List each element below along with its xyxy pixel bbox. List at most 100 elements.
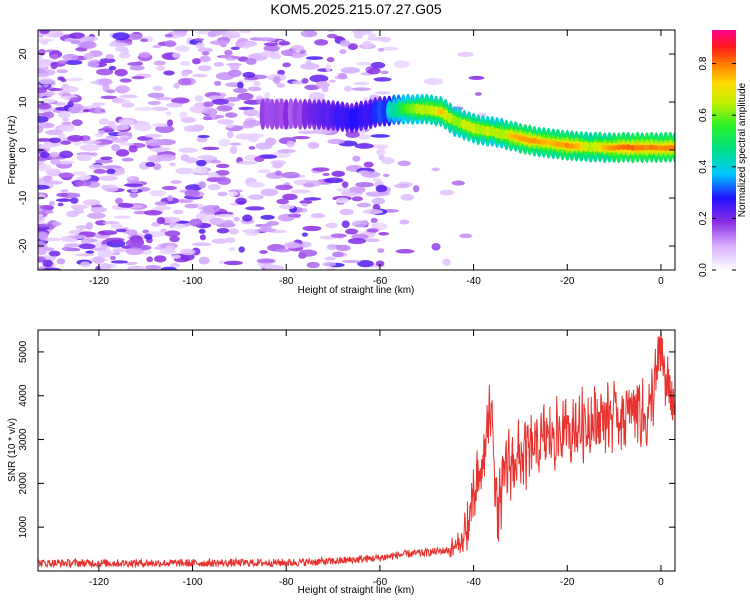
noise-cell	[380, 157, 395, 165]
ridge-cell	[657, 145, 665, 151]
noise-cell	[105, 237, 125, 243]
noise-cell	[301, 232, 308, 237]
ridge-cell	[348, 107, 356, 131]
ridge-cell	[639, 144, 646, 151]
noise-cell	[55, 106, 71, 111]
colorbar-label: Normalized spectral amplitude	[737, 82, 748, 217]
noise-cell	[211, 238, 228, 244]
noise-cell	[307, 141, 320, 150]
noise-cell	[259, 250, 268, 254]
noise-cell	[38, 102, 52, 110]
ridge-cell	[643, 144, 651, 151]
noise-cell	[306, 261, 320, 269]
noise-cell	[207, 184, 221, 191]
noise-cell	[248, 194, 265, 200]
colorbar-tick-label: 0.2	[698, 211, 709, 225]
noise-cell	[144, 133, 162, 138]
noise-cell	[58, 133, 65, 140]
noise-cell	[45, 122, 53, 127]
snr-y-tick-label: 4000	[18, 384, 29, 407]
noise-cell	[81, 140, 102, 145]
noise-cell	[237, 92, 254, 101]
noise-cell	[339, 208, 354, 216]
noise-cell	[70, 40, 81, 45]
noise-cell	[92, 256, 105, 265]
noise-cell	[70, 197, 79, 204]
noise-cell	[50, 151, 60, 158]
noise-cell	[42, 259, 54, 268]
noise-cell	[336, 188, 350, 192]
ridge-cell	[498, 128, 505, 140]
ridge-cell	[653, 144, 660, 151]
noise-cell	[257, 37, 276, 42]
ridge-cell	[559, 141, 566, 148]
noise-cell	[423, 77, 444, 86]
noise-cell	[38, 125, 44, 134]
noise-cell	[352, 30, 372, 36]
noise-cell	[85, 221, 93, 230]
noise-cell	[38, 161, 44, 166]
ridge-cell	[278, 98, 285, 130]
noise-cell	[62, 85, 79, 93]
noise-cell	[227, 130, 234, 139]
noise-cell	[151, 106, 169, 111]
noise-cell	[95, 220, 107, 226]
noise-cell	[351, 87, 372, 91]
noise-cell	[94, 106, 102, 114]
noise-cell	[356, 202, 371, 208]
noise-cell	[169, 162, 176, 167]
noise-cell	[276, 82, 286, 88]
noise-cell	[290, 44, 305, 52]
noise-cell	[54, 102, 67, 106]
ridge-cell	[273, 99, 281, 130]
noise-cell	[55, 198, 72, 202]
noise-cell	[119, 142, 134, 146]
noise-cell	[78, 243, 96, 250]
noise-cell	[86, 212, 106, 219]
ridge-cell	[634, 144, 641, 151]
noise-cell	[80, 36, 99, 41]
noise-cell	[39, 77, 54, 85]
noise-cell	[160, 266, 177, 270]
snr-y-label: SNR (10 * v/v)	[7, 418, 18, 482]
spectrogram-y-tick-label: -20	[18, 238, 29, 253]
noise-cell	[239, 30, 252, 34]
ridge-cell	[432, 105, 440, 117]
noise-cell	[58, 125, 75, 132]
noise-cell	[88, 164, 105, 170]
noise-cell	[264, 91, 271, 100]
noise-cell	[198, 181, 207, 189]
noise-cell	[40, 144, 55, 148]
noise-cell	[49, 53, 59, 60]
ridge-cell	[320, 102, 327, 126]
noise-cell	[315, 81, 330, 89]
noise-cell	[194, 38, 205, 42]
noise-cell	[286, 140, 295, 148]
ridge-cell	[437, 108, 445, 115]
noise-cell	[147, 92, 165, 99]
noise-cell	[238, 40, 258, 47]
noise-cell	[50, 158, 61, 165]
noise-cell	[165, 111, 172, 116]
noise-cell	[226, 123, 235, 128]
noise-cell	[117, 202, 134, 208]
noise-cell	[229, 62, 240, 71]
noise-cell	[62, 53, 79, 61]
noise-cell	[42, 267, 62, 270]
noise-cell	[370, 61, 386, 69]
noise-cell	[56, 192, 69, 197]
noise-cell	[152, 45, 162, 49]
noise-cell	[169, 263, 181, 268]
noise-cell	[225, 97, 241, 102]
noise-cell	[146, 256, 154, 263]
noise-cell	[154, 201, 168, 206]
noise-cell	[100, 244, 109, 248]
ridge-cell	[264, 98, 271, 129]
noise-cell	[152, 85, 163, 91]
noise-cell	[302, 225, 322, 232]
noise-cell	[275, 248, 291, 253]
noise-cell	[256, 227, 277, 233]
ridge-cell	[325, 103, 332, 127]
ridge-cell	[479, 124, 487, 136]
noise-cell	[140, 38, 148, 42]
